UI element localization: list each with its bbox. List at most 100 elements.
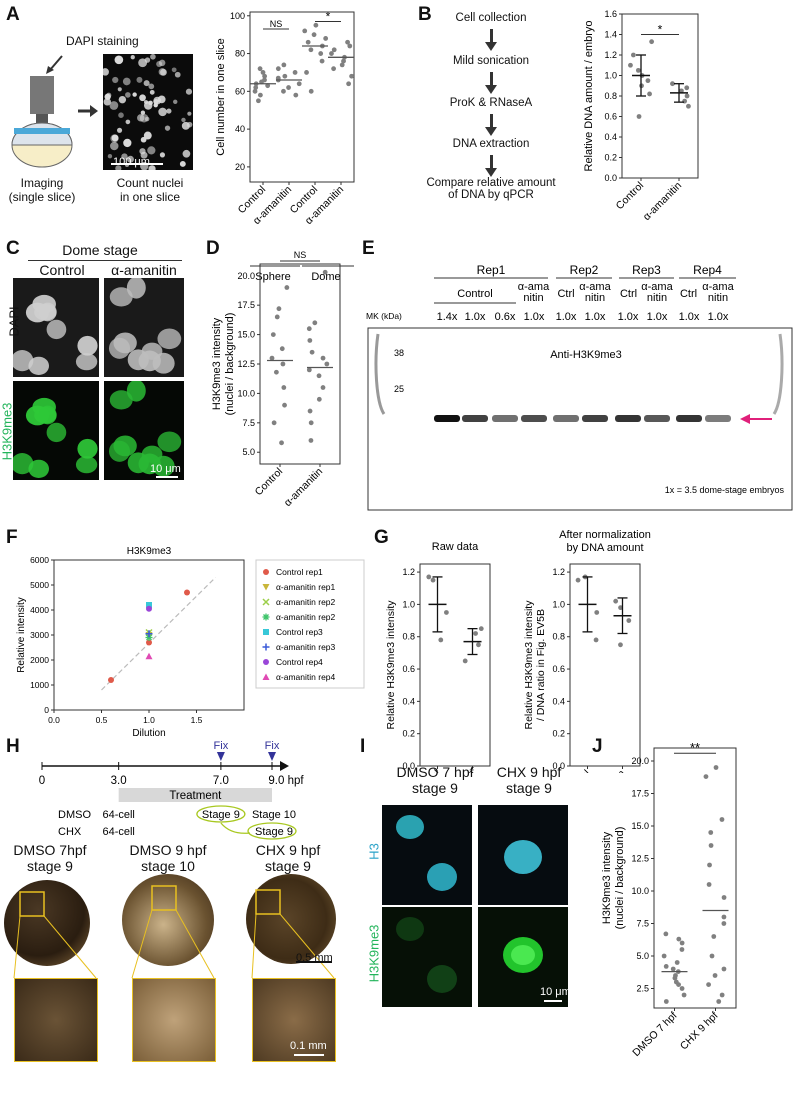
data-point	[575, 577, 581, 583]
panel-j-plot: 2.5 5.0 7.5 10.0 12.5 15.0 17.5 20.0 DMSO 7 hpfC…	[601, 740, 737, 1059]
nuclei-image	[103, 54, 193, 170]
x-tick-label: CHX 9 hpf	[678, 1010, 721, 1053]
y-tick-label: 7.5	[636, 919, 649, 929]
data-point	[711, 934, 717, 939]
data-point	[257, 66, 263, 72]
panel-label-d: D	[206, 238, 220, 259]
data-point	[716, 999, 722, 1004]
data-point	[146, 602, 152, 608]
data-point	[256, 98, 261, 104]
data-point	[262, 77, 267, 83]
sub-label: α-ama	[702, 281, 734, 293]
data-point	[184, 589, 190, 596]
data-point	[260, 70, 266, 75]
y-tick-label: 1.4	[604, 30, 617, 40]
data-point	[281, 88, 286, 94]
plot-frame	[569, 563, 641, 767]
y-tick-label: 1.0	[402, 599, 415, 609]
data-point	[673, 979, 679, 985]
y-tick-label: 0.8	[402, 632, 415, 642]
sig-label: NS	[294, 250, 307, 260]
flow-step: Compare relative amount of DNA by qPCR	[426, 177, 556, 201]
data-point	[296, 81, 302, 87]
data-point	[613, 598, 619, 604]
y-tick-label: 1.2	[552, 567, 565, 577]
data-point	[663, 931, 669, 937]
panel-label-c: C	[6, 238, 20, 259]
legend-label: Control rep1	[276, 567, 323, 577]
y-axis-label: H3K9me3 intensity	[601, 831, 613, 924]
h3k9-control	[13, 381, 99, 480]
data-point	[670, 966, 676, 972]
y-tick-label: 0	[44, 705, 49, 715]
y-tick-label: 0.2	[402, 729, 415, 739]
band	[644, 415, 670, 422]
count-caption: Count nuclei in one slice	[116, 176, 184, 204]
data-point	[276, 306, 282, 312]
data-point	[426, 574, 432, 580]
band	[462, 415, 488, 422]
fix-marker	[268, 752, 276, 761]
data-point	[312, 320, 318, 326]
y-tick-label: 2.5	[636, 984, 649, 994]
data-point	[708, 843, 714, 848]
data-point	[316, 396, 322, 402]
legend-label: Control rep3	[276, 627, 323, 637]
treatment-timeline: 0 3.0 7.0 9.0 hpf Fix Fix Treatment DMSO 64-cell…	[39, 740, 304, 840]
band-arrowhead	[740, 414, 750, 424]
h3-dmso	[382, 805, 472, 905]
y-tick-label: 5.0	[242, 447, 255, 457]
data-point	[307, 338, 313, 343]
y-tick-label: 0.8	[552, 632, 565, 642]
data-point	[316, 373, 322, 379]
fix-label: Fix	[265, 740, 280, 752]
sub-label: Ctrl	[620, 288, 637, 300]
dome-title-line	[28, 260, 182, 261]
plot-frame	[249, 11, 355, 183]
y-axis-label: Relative DNA amount / embryo	[583, 20, 595, 171]
data-point	[270, 332, 276, 337]
flow-arrowhead	[485, 85, 497, 94]
flow-arrow	[490, 29, 493, 43]
load-label: 1.0x	[585, 311, 606, 323]
dapi-amanitin	[104, 278, 184, 377]
data-point	[719, 992, 725, 998]
time-label: 9.0 hpf	[268, 775, 304, 787]
x-tick-label: Control	[253, 466, 285, 498]
load-note: 1x = 3.5 dome-stage embryos	[665, 485, 785, 495]
fix-label: Fix	[214, 740, 229, 752]
data-point	[721, 914, 727, 920]
data-point	[262, 73, 268, 79]
data-point	[473, 631, 478, 636]
data-point	[462, 658, 468, 664]
data-point	[712, 973, 718, 978]
data-point	[306, 326, 312, 332]
band	[521, 415, 547, 422]
legend-label: Control rep4	[276, 657, 323, 667]
timeline-arrowhead	[280, 761, 289, 771]
rep-label: Rep2	[570, 263, 599, 277]
data-point	[311, 32, 317, 38]
condition-label: DMSO	[58, 809, 91, 821]
plot-frame	[419, 563, 491, 767]
time-label: 7.0	[213, 775, 229, 787]
stage-highlight	[196, 805, 246, 823]
y-tick-label: 15.0	[237, 330, 255, 340]
y-tick-label: 1.0	[552, 599, 565, 609]
sub-label: nitin	[708, 292, 728, 304]
data-point	[676, 936, 682, 942]
data-point	[684, 85, 690, 91]
y-tick-label: 1.2	[402, 567, 415, 577]
y-tick-label: 0.6	[552, 664, 565, 674]
i-row-h3k9me3: H3K9me3	[366, 924, 382, 983]
flow-arrow	[490, 155, 493, 169]
data-point	[686, 103, 691, 109]
g-ylabel-1: Relative H3K9me3 intensity	[385, 600, 397, 730]
zoom-scale: 0.1 mm	[290, 1040, 327, 1052]
sig-label: **	[690, 740, 700, 755]
y-tick-label: 20	[235, 162, 245, 172]
data-point	[430, 577, 436, 583]
data-point	[476, 642, 481, 648]
data-point	[309, 349, 315, 355]
load-label: 1.4x	[437, 311, 458, 323]
